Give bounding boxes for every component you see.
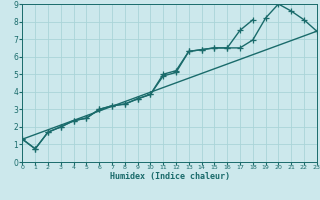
X-axis label: Humidex (Indice chaleur): Humidex (Indice chaleur) [110, 172, 230, 181]
